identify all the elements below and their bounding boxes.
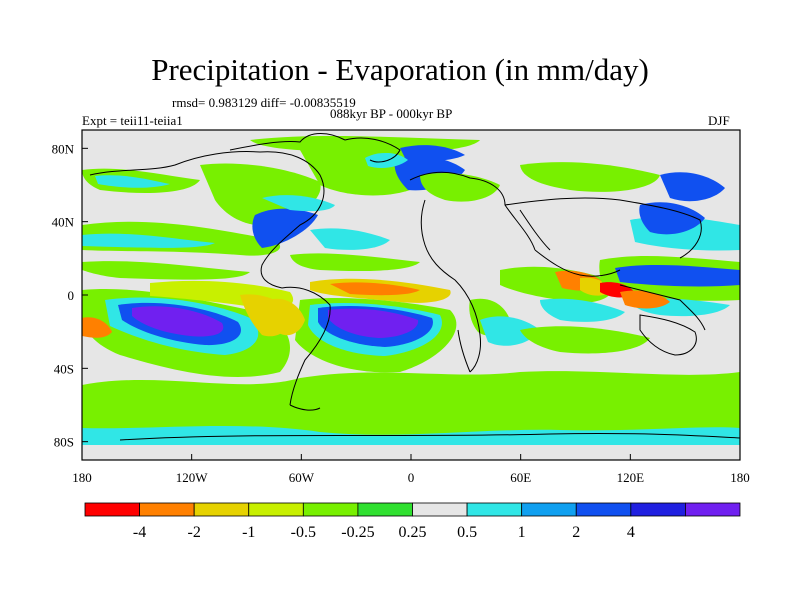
south-pacific-orange bbox=[82, 317, 112, 338]
colorbar-swatch bbox=[139, 502, 195, 517]
colorbar-label: -1 bbox=[242, 524, 255, 541]
colorbar-label: 0.25 bbox=[399, 524, 427, 541]
x-tick-label: 120W bbox=[176, 470, 209, 485]
arctic-blue bbox=[400, 145, 465, 161]
gulf-stream-cyan bbox=[262, 195, 335, 212]
y-tick-label: 0 bbox=[68, 288, 75, 303]
colorbar-swatch bbox=[357, 502, 413, 517]
colorbar-swatch bbox=[630, 502, 686, 517]
colorbar: -4 -2 -1 -0.5 -0.25 0.25 0.5 1 2 4 bbox=[84, 502, 741, 541]
siberia-green bbox=[520, 162, 660, 192]
stats-label: rmsd= 0.983129 diff= -0.00835519 bbox=[172, 95, 356, 110]
south-pacific-purple bbox=[132, 306, 224, 337]
colorbar-swatch bbox=[466, 502, 523, 517]
colorbar-swatch bbox=[193, 502, 250, 517]
north-pacific-cyan bbox=[82, 233, 215, 248]
colorbar-label: 0.5 bbox=[457, 524, 477, 541]
period-label: 088kyr BP - 000kyr BP bbox=[330, 106, 453, 121]
season-label: DJF bbox=[708, 113, 730, 128]
gulf-stream-blue bbox=[252, 208, 318, 248]
chart-title: Precipitation - Evaporation (in mm/day) bbox=[151, 52, 649, 87]
mid-atlantic-green bbox=[290, 253, 420, 272]
eq-atlantic-orange bbox=[330, 282, 420, 296]
y-tick-label: 40N bbox=[52, 215, 75, 230]
aleutian-cyan bbox=[95, 175, 170, 188]
x-tick-label: 0 bbox=[408, 470, 415, 485]
x-tick-label: 180 bbox=[730, 470, 750, 485]
colorbar-swatch bbox=[521, 502, 577, 517]
nw-pacific-blue bbox=[639, 202, 705, 235]
coastlines bbox=[89, 133, 740, 441]
north-pacific-green-2 bbox=[82, 261, 250, 280]
colorbar-label: -2 bbox=[188, 524, 201, 541]
maritime-orange bbox=[620, 290, 670, 309]
southern-ocean-band bbox=[82, 371, 740, 440]
x-tick-label: 180 bbox=[72, 470, 92, 485]
colorbar-label: -4 bbox=[133, 524, 146, 541]
colorbar-swatch bbox=[575, 502, 632, 517]
amazon-yellow bbox=[266, 298, 305, 336]
colorbar-swatch bbox=[84, 502, 140, 517]
x-tick-label: 120E bbox=[617, 470, 645, 485]
colorbar-label: 4 bbox=[627, 524, 635, 541]
colorbar-swatch bbox=[412, 502, 468, 517]
colorbar-label: -0.5 bbox=[291, 524, 316, 541]
colorbar-label: -0.25 bbox=[341, 524, 374, 541]
colorbar-label: 1 bbox=[518, 524, 526, 541]
south-atlantic-purple bbox=[328, 308, 419, 338]
experiment-label: Expt = teii11-teiia1 bbox=[82, 113, 183, 128]
mid-atlantic-cyan bbox=[310, 228, 390, 250]
indian-ocean-south-green bbox=[520, 326, 650, 354]
y-tick-label: 80N bbox=[52, 141, 75, 156]
axis-ticks: 180 120W 60W 0 60E 120E 180 80N 40N 0 40S 80S bbox=[52, 141, 750, 485]
maritime-blue bbox=[615, 264, 740, 287]
y-tick-label: 80S bbox=[54, 435, 74, 450]
x-tick-label: 60W bbox=[289, 470, 315, 485]
y-tick-label: 40S bbox=[54, 361, 74, 376]
indian-ocean-south-cyan bbox=[540, 298, 625, 322]
x-tick-label: 60E bbox=[510, 470, 531, 485]
colorbar-swatch bbox=[248, 502, 304, 517]
colorbar-label: 2 bbox=[572, 524, 580, 541]
colorbar-swatch bbox=[685, 502, 741, 517]
east-asia-blue bbox=[660, 172, 725, 202]
colorbar-swatch bbox=[302, 502, 359, 517]
madagascar-cyan bbox=[480, 316, 540, 346]
